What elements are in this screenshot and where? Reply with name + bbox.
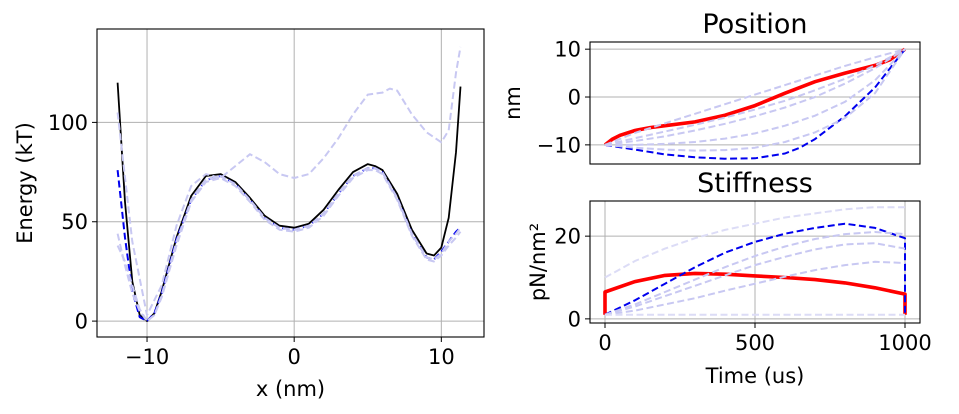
series-line-iteration-4 (604, 260, 906, 316)
x-axis-label: Time (us) (705, 364, 805, 388)
x-tick-label: 10 (428, 345, 455, 369)
series-line-iteration-3 (605, 48, 906, 146)
y-tick-label: 10 (554, 38, 581, 62)
series-line-early-iteration-3 (116, 169, 462, 323)
y-tick-label: 100 (48, 111, 88, 135)
y-axis-label: pN/nm² (526, 223, 550, 301)
series-line-target-landscape (116, 82, 462, 322)
y-tick-label: 20 (554, 225, 581, 249)
axes-frame (589, 41, 921, 165)
chart-title: Position (702, 9, 807, 40)
y-axis-label: Energy (kT) (13, 122, 37, 244)
x-tick-label: 500 (735, 331, 775, 355)
position-plot: −10 0 10 nm Position (501, 9, 921, 165)
series-line-iteration-2 (604, 48, 906, 146)
series-line-iteration-4 (604, 48, 906, 152)
series-line-iteration-1 (604, 48, 906, 146)
series-line-current-protocol (604, 222, 906, 316)
x-tick-label: 0 (287, 345, 300, 369)
y-tick-label: 0 (568, 307, 581, 331)
series-line-current-protocol (604, 48, 906, 160)
series-line-early-iteration-2 (116, 167, 462, 323)
y-tick-label: 50 (61, 210, 88, 234)
series-line-reconstructed-landscape (116, 167, 462, 323)
series-line-iteration-3 (604, 242, 906, 316)
series-line-iteration-1 (604, 206, 905, 279)
x-tick-label: 0 (598, 331, 611, 355)
y-axis-label: nm (501, 86, 525, 120)
y-tick-label: 0 (75, 310, 88, 334)
y-tick-label: −10 (537, 133, 581, 157)
x-tick-label: −10 (125, 345, 169, 369)
x-tick-label: 1000 (878, 331, 931, 355)
y-tick-label: 0 (568, 86, 581, 110)
series-line-iteration-2 (604, 231, 906, 316)
series-line-optimized-protocol (603, 47, 907, 147)
series-line-early-iteration-1 (116, 46, 462, 317)
x-axis-label: x (nm) (256, 377, 325, 401)
axes-frame (96, 28, 485, 338)
chart-title: Stiffness (697, 168, 813, 199)
series-line-optimized-protocol (603, 271, 907, 315)
stiffness-plot: 0 500 1000 0 20 Time (us) pN/nm² Stiffness (526, 168, 932, 388)
